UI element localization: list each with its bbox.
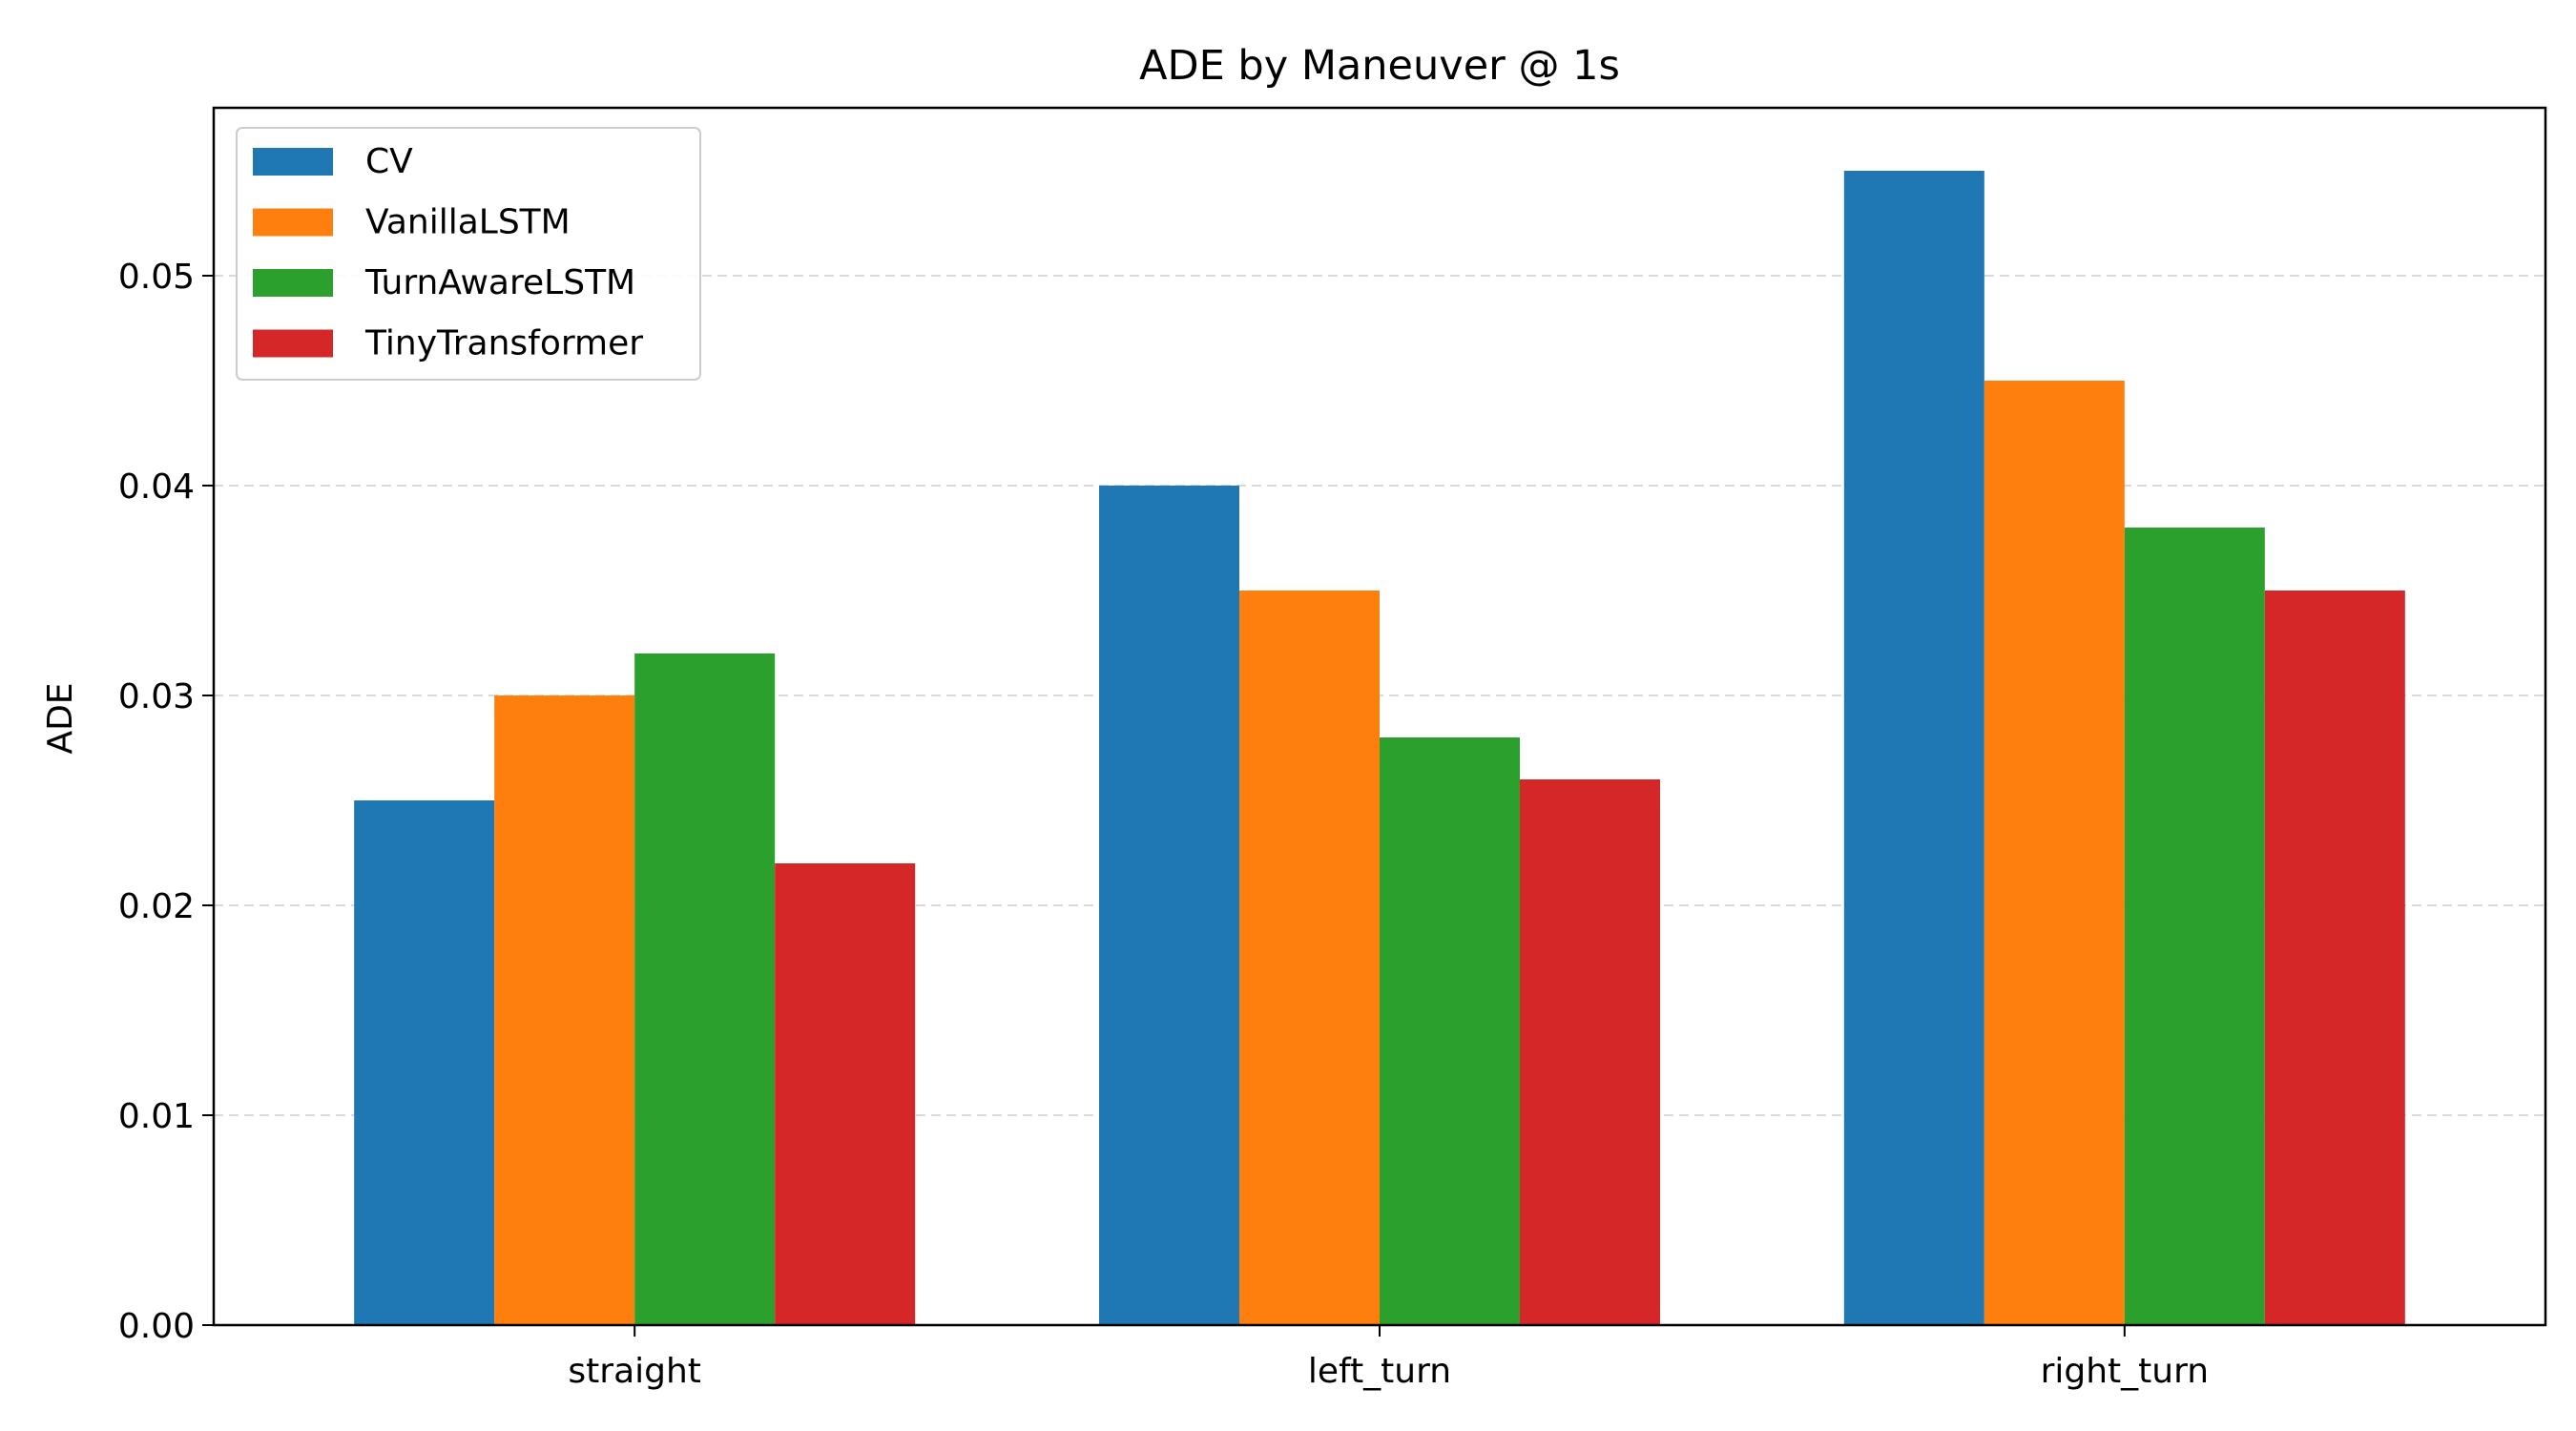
y-tick-label: 0.01 [118,1097,195,1136]
bar-TinyTransformer-straight [775,863,916,1325]
legend-label: VanillaLSTM [365,203,571,242]
bar-VanillaLSTM-right_turn [1984,381,2125,1325]
bar-CV-right_turn [1843,171,1984,1325]
bar-CV-straight [354,800,495,1325]
legend-swatch [253,208,333,237]
plot-frame [212,106,2547,1327]
y-tick-label: 0.02 [118,887,195,926]
bar-TurnAwareLSTM-straight [634,653,776,1325]
legend-label: TurnAwareLSTM [364,263,635,302]
legend-box [236,127,701,381]
legend-swatch [253,269,333,297]
y-tick-label: 0.03 [118,677,195,716]
axes: 0.00 0.01 0.02 0.03 0.04 0.05 straight left_tur… [118,106,2547,1391]
bars [354,171,2405,1325]
y-tick-label: 0.04 [118,467,195,507]
bar-CV-left_turn [1099,486,1239,1325]
x-tick-label: left_turn [1308,1352,1451,1391]
y-tick-label: 0.05 [118,258,195,297]
bar-VanillaLSTM-straight [494,695,635,1325]
bar-TinyTransformer-right_turn [2264,591,2405,1325]
y-tick-label: 0.00 [118,1307,195,1346]
y-axis-title: ADE [41,682,80,754]
bar-TurnAwareLSTM-left_turn [1380,737,1520,1325]
legend-swatch [253,148,333,176]
legend: CV VanillaLSTM TurnAwareLSTM TinyTransforme… [236,127,701,381]
bar-TurnAwareLSTM-right_turn [2124,528,2265,1325]
x-tick-label: straight [568,1352,701,1391]
bar-TinyTransformer-left_turn [1520,779,1660,1325]
legend-label: CV [365,142,413,181]
legend-label: TinyTransformer [364,324,643,363]
chart-title: ADE by Maneuver @ 1s [1139,42,1620,90]
legend-swatch [253,329,333,358]
x-tick-label: right_turn [2041,1352,2210,1391]
bar-VanillaLSTM-left_turn [1239,591,1380,1325]
